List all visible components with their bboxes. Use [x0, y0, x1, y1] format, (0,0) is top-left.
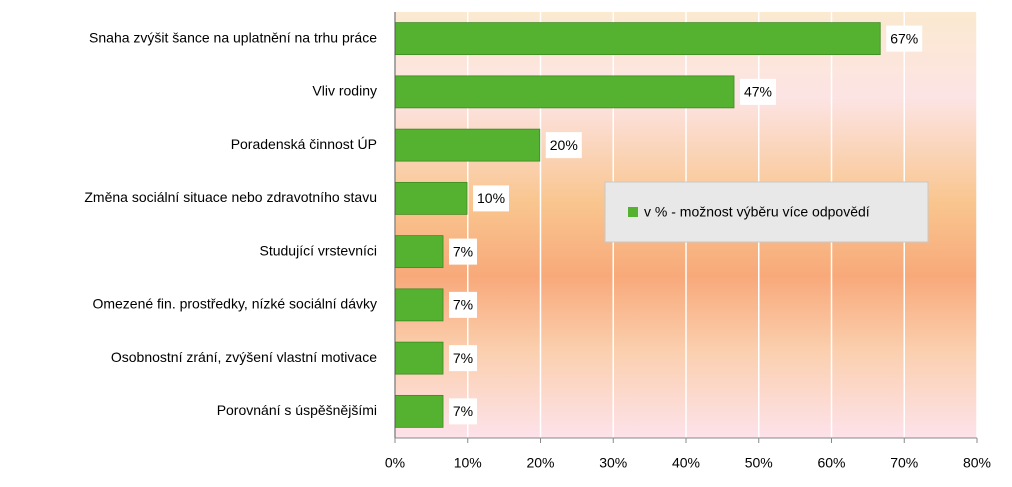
bar — [394, 235, 444, 269]
x-tick-label: 60% — [817, 455, 845, 471]
bar — [394, 22, 881, 56]
x-tick-label: 80% — [963, 455, 991, 471]
y-tick-label: Omezené fin. prostředky, nízké sociální … — [92, 296, 377, 312]
bar — [394, 341, 444, 375]
value-label: 20% — [550, 137, 578, 153]
value-label-box — [449, 291, 478, 318]
legend-box — [604, 181, 929, 243]
value-label: 67% — [890, 30, 918, 46]
bar — [394, 394, 444, 428]
y-tick-label: Změna sociální situace nebo zdravotního … — [84, 189, 377, 205]
legend-label: v % - možnost výběru více odpovědí — [644, 204, 870, 220]
x-tick-label: 30% — [599, 455, 627, 471]
legend: v % - možnost výběru více odpovědí — [604, 181, 929, 243]
value-label-box — [449, 345, 478, 372]
x-tick-label: 40% — [672, 455, 700, 471]
x-tick-label: 50% — [745, 455, 773, 471]
bar — [394, 75, 735, 109]
x-tick-label: 10% — [454, 455, 482, 471]
x-tick-label: 0% — [385, 455, 405, 471]
value-label: 10% — [477, 190, 505, 206]
x-tick-label: 70% — [890, 455, 918, 471]
y-tick-label: Poradenská činnost ÚP — [231, 136, 377, 152]
value-label-box — [886, 25, 923, 52]
bar — [394, 288, 444, 322]
value-label: 7% — [453, 403, 473, 419]
x-tick-label: 20% — [526, 455, 554, 471]
value-label: 7% — [453, 297, 473, 313]
value-label: 47% — [744, 84, 772, 100]
value-label-box — [449, 398, 478, 425]
value-label-box — [473, 185, 510, 212]
value-label-box — [545, 132, 582, 159]
marks: 67% 47% 20% 10% 7% 7% 7% 7% — [394, 22, 923, 428]
y-tick-label: Vliv rodiny — [312, 83, 377, 99]
y-tick-label: Osobnostní zrání, zvýšení vlastní motiva… — [111, 349, 377, 365]
value-label-box — [449, 238, 478, 265]
value-label: 7% — [453, 350, 473, 366]
legend-swatch — [628, 207, 638, 217]
value-label-box — [740, 78, 777, 105]
value-label: 7% — [453, 243, 473, 259]
y-tick-label: Studující vrstevníci — [260, 242, 378, 258]
y-tick-label: Porovnání s úspěšnějšími — [217, 402, 377, 418]
y-tick-label: Snaha zvýšit šance na uplatnění na trhu … — [89, 29, 377, 45]
bar — [394, 181, 468, 215]
bar — [394, 128, 541, 162]
